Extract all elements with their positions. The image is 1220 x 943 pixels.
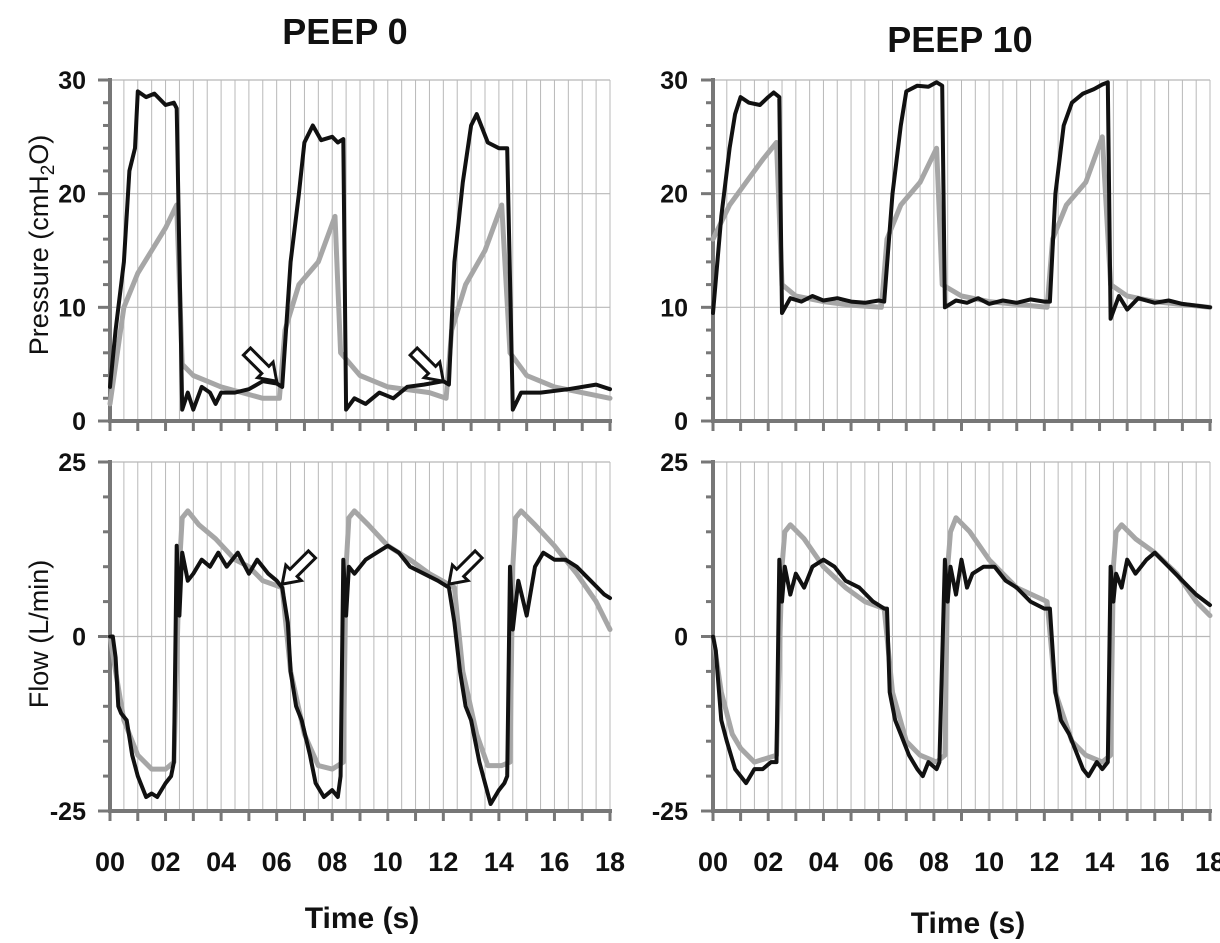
pressure-ylabel: Pressure (cmH2O) (24, 135, 59, 356)
pressure-ylabel-suffix: O) (24, 135, 54, 165)
y-tick-label: -25 (50, 798, 86, 826)
y-tick-label: 10 (58, 294, 86, 322)
y-tick-label: 20 (660, 181, 688, 209)
pressure-ylabel-sub: 2 (38, 165, 59, 176)
x-tick-label: 12 (428, 847, 458, 877)
xlabel-right: Time (s) (911, 907, 1025, 940)
y-tick-label: 25 (58, 449, 86, 477)
x-tick-label: 14 (1085, 847, 1115, 877)
series-line-gray (710, 134, 1213, 310)
pressure-ylabel-prefix: Pressure (cmH (24, 175, 54, 355)
annotation-arrow (407, 345, 446, 384)
x-tick-label: 08 (317, 847, 347, 877)
panel-pressure-peep-10: 0 10 20 30 (660, 67, 1213, 436)
y-tick-label: 30 (660, 67, 688, 95)
x-tick-label: 00 (698, 847, 728, 877)
y-tick-label: 0 (72, 624, 86, 652)
y-tick-label: 0 (72, 408, 86, 436)
series-line-black (108, 543, 612, 806)
y-tick-label: -25 (652, 798, 688, 826)
x-tick-label: 14 (484, 847, 514, 877)
y-tick-label: 0 (674, 408, 688, 436)
panel-pressure-peep-0: 0 10 20 30 (58, 67, 613, 436)
title-peep-10: PEEP 10 (887, 19, 1032, 60)
y-tick-label: 30 (58, 67, 86, 95)
annotation-arrow (280, 548, 318, 586)
x-tick-label: 18 (595, 847, 625, 877)
annotation-arrow (447, 548, 485, 586)
x-tick-label: 06 (864, 847, 894, 877)
y-tick-label: 0 (674, 624, 688, 652)
annotation-arrow (241, 345, 279, 384)
x-tick-label: 06 (262, 847, 292, 877)
series-line-gray (107, 202, 613, 407)
series-line-black (108, 89, 612, 412)
series-line-black (711, 550, 1212, 786)
x-tick-label: 02 (151, 847, 181, 877)
y-tick-label: 25 (660, 449, 688, 477)
x-tick-label: 02 (753, 847, 783, 877)
y-tick-label: 20 (58, 181, 86, 209)
flow-ylabel: Flow (L/min) (24, 560, 54, 709)
panel-flow-peep-10: -25 0 25 00 02 04 06 08 10 12 14 16 18 (652, 449, 1220, 877)
x-tick-label: 16 (1140, 847, 1170, 877)
x-tick-label: 04 (206, 847, 236, 877)
y-tick-label: 10 (660, 294, 688, 322)
x-tick-label: 08 (919, 847, 949, 877)
x-tick-label: 16 (539, 847, 569, 877)
x-tick-label: 04 (808, 847, 838, 877)
panel-flow-peep-0: -25 0 25 00 02 04 06 08 10 12 14 16 18 (50, 449, 625, 877)
title-peep-0: PEEP 0 (282, 11, 407, 52)
series-line-black (711, 80, 1212, 321)
x-tick-label: 12 (1029, 847, 1059, 877)
series-line-gray (710, 515, 1213, 765)
x-tick-label: 10 (373, 847, 403, 877)
x-tick-label: 10 (974, 847, 1004, 877)
x-tick-label: 18 (1195, 847, 1220, 877)
xlabel-left: Time (s) (305, 902, 419, 935)
x-tick-label: 00 (95, 847, 125, 877)
